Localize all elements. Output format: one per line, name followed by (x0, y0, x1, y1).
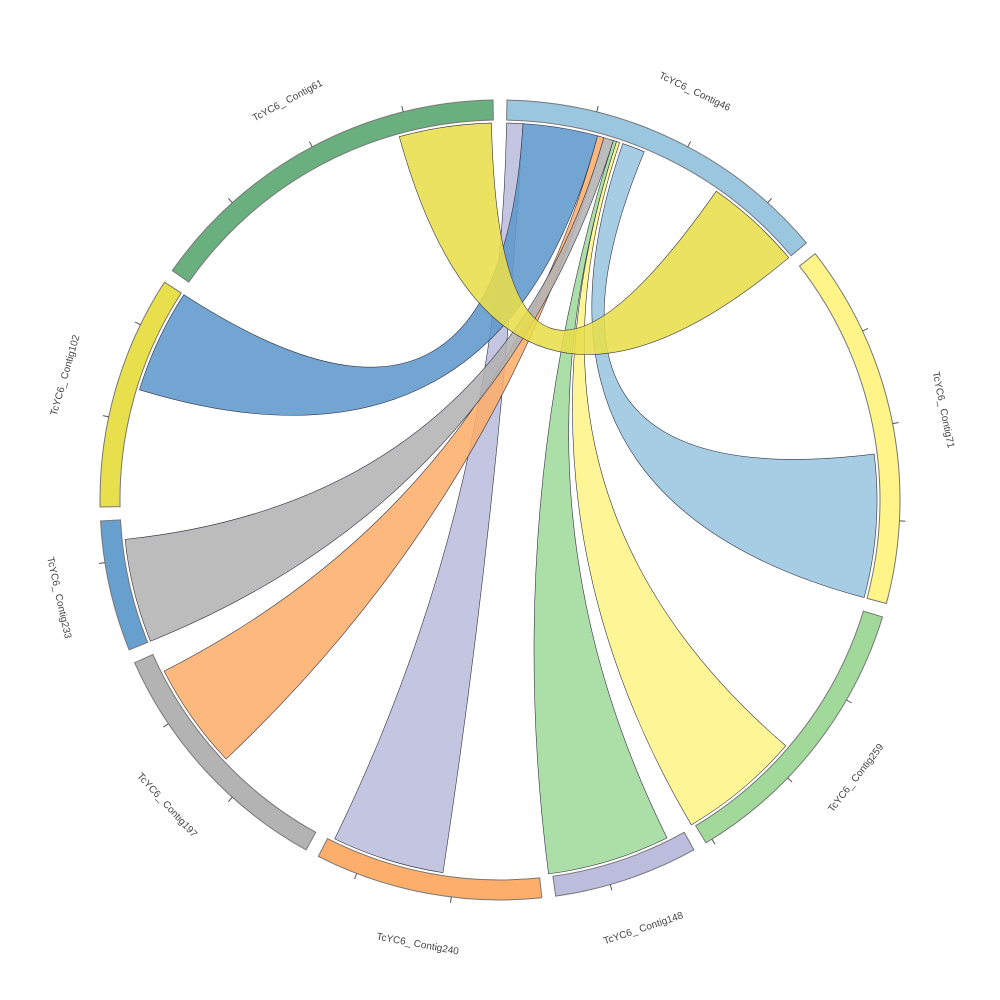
group-label: TcYC6_ Contig259 (826, 742, 886, 815)
arcs-layer (98, 99, 906, 904)
group-arc (552, 831, 695, 897)
axis-tick (401, 105, 404, 113)
axis-tick (227, 796, 233, 803)
axis-tick (609, 884, 613, 891)
axis-tick (862, 327, 869, 332)
axis-tick (687, 141, 692, 148)
group-arc (99, 281, 182, 508)
axis-tick (98, 562, 106, 565)
axis-tick (767, 197, 773, 204)
group-arc (317, 837, 543, 901)
group-label: TcYC6_ Contig197 (134, 771, 199, 840)
group-label: TcYC6_ Contig71 (930, 371, 956, 450)
group-label: TcYC6_ Contig46 (657, 70, 732, 114)
axis-tick (308, 141, 313, 148)
axis-tick (102, 415, 109, 418)
chord-ribbon (124, 137, 614, 642)
axis-tick (134, 321, 141, 326)
axis-tick (450, 896, 452, 904)
chords-layer (124, 122, 878, 875)
axis-tick (711, 838, 716, 845)
group-label: TcYC6_ Contig102 (49, 333, 83, 417)
axis-tick (354, 873, 358, 880)
group-label: TcYC6_ Contig240 (376, 932, 460, 958)
axis-tick (846, 699, 852, 704)
group-label: TcYC6_ Contig148 (602, 910, 685, 947)
chord-ribbon (591, 143, 878, 598)
group-arc (133, 653, 317, 851)
chord-ribbon (398, 122, 790, 355)
group-arc (171, 99, 494, 283)
chord-ribbon (533, 140, 668, 875)
axis-tick (787, 777, 793, 783)
group-arc (695, 610, 884, 844)
group-arc (798, 253, 901, 605)
axis-tick (596, 105, 599, 113)
chord-ribbon (572, 141, 787, 826)
group-arc (100, 519, 149, 651)
group-label: TcYC6_ Contig61 (251, 78, 325, 124)
group-arc (506, 99, 808, 257)
group-label: TcYC6_ Contig233 (44, 556, 73, 640)
axis-tick (227, 197, 233, 204)
chord-ribbon (139, 123, 598, 416)
axis-tick (892, 422, 899, 425)
axis-tick (163, 723, 169, 728)
